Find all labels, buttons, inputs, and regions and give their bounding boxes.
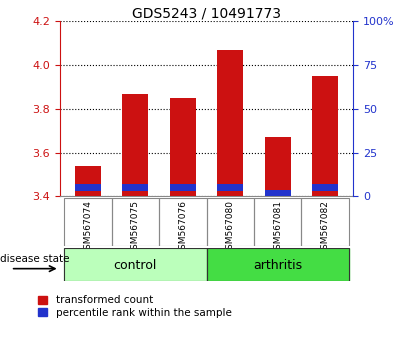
Bar	[65, 198, 112, 246]
Title: GDS5243 / 10491773: GDS5243 / 10491773	[132, 6, 281, 20]
Bar	[312, 76, 338, 196]
Bar	[206, 248, 349, 281]
Bar	[254, 198, 301, 246]
Bar	[65, 248, 206, 281]
Text: GSM567074: GSM567074	[83, 200, 92, 255]
Legend: transformed count, percentile rank within the sample: transformed count, percentile rank withi…	[38, 296, 232, 318]
Bar	[206, 248, 349, 281]
Text: GSM567082: GSM567082	[321, 200, 330, 255]
Bar	[122, 184, 148, 191]
Text: control: control	[114, 259, 157, 272]
Bar	[217, 184, 243, 191]
Bar	[112, 198, 159, 246]
Bar	[170, 184, 196, 191]
Bar	[170, 98, 196, 196]
Bar	[75, 184, 101, 191]
Bar	[206, 198, 254, 246]
Bar	[159, 198, 206, 246]
Text: disease state: disease state	[0, 254, 69, 264]
Bar	[301, 198, 349, 246]
Text: GSM567081: GSM567081	[273, 200, 282, 255]
Text: GSM567076: GSM567076	[178, 200, 187, 255]
Bar	[65, 248, 206, 281]
Bar	[312, 184, 338, 191]
Bar	[75, 166, 101, 196]
Bar	[122, 93, 148, 196]
Text: arthritis: arthritis	[253, 259, 302, 272]
Bar	[217, 50, 243, 196]
Text: GSM567080: GSM567080	[226, 200, 235, 255]
Text: GSM567075: GSM567075	[131, 200, 140, 255]
Bar	[265, 190, 291, 196]
Bar	[265, 137, 291, 196]
